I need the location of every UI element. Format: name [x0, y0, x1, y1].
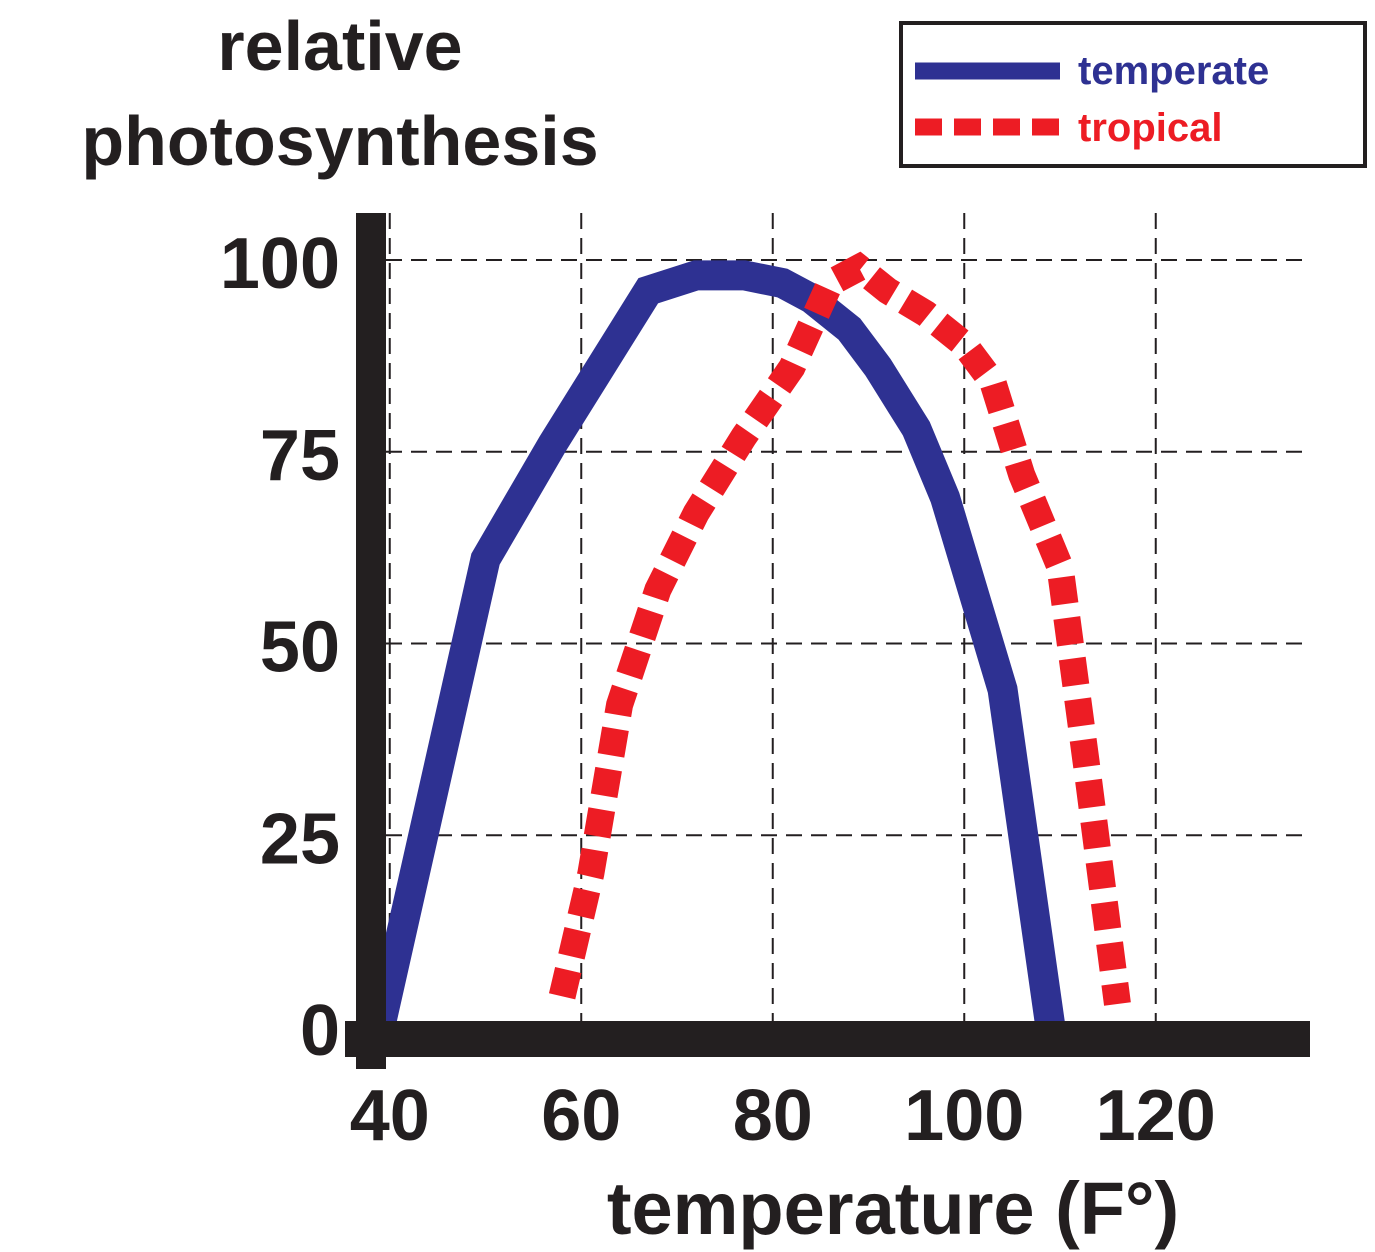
y-axis-title-line-2: photosynthesis	[81, 102, 598, 180]
y-tick-label-50: 50	[260, 608, 340, 688]
tick-labels: 0 25 50 75 100 40 60 80 100 120	[220, 224, 1216, 1156]
x-tick-label-40: 40	[350, 1076, 430, 1156]
x-tick-label-80: 80	[733, 1076, 813, 1156]
series-line-tropical	[548, 251, 1131, 1006]
legend-label-tropical: tropical	[1078, 106, 1222, 150]
legend-label-temperate: temperate	[1078, 49, 1269, 93]
x-tick-label-60: 60	[541, 1076, 621, 1156]
x-tick-label-100: 100	[904, 1076, 1024, 1156]
legend: temperate tropical	[899, 21, 1367, 168]
y-tick-label-100: 100	[220, 224, 340, 304]
series-line-temperate	[365, 260, 1066, 1031]
x-tick-label-120: 120	[1096, 1076, 1216, 1156]
y-axis-title-line-1: relative	[217, 7, 462, 85]
x-axis-title: temperature (F°)	[607, 1167, 1179, 1250]
series-layer	[365, 251, 1131, 1031]
y-tick-label-75: 75	[260, 416, 340, 496]
y-tick-label-0: 0	[300, 991, 340, 1071]
x-axis-line	[345, 1021, 1310, 1057]
y-tick-label-25: 25	[260, 799, 340, 879]
y-axis-line	[356, 213, 386, 1069]
legend-box	[899, 21, 1367, 168]
